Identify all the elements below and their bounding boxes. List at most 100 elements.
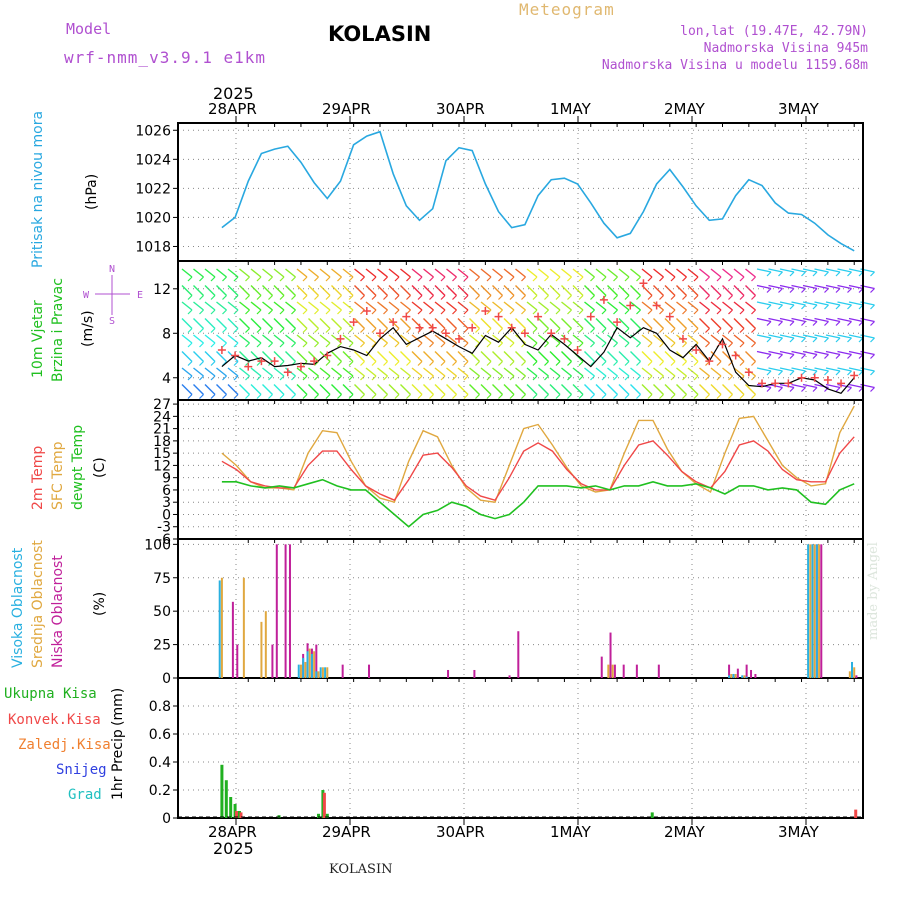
wind-barb-flag <box>348 295 354 300</box>
panel-precipitation: 0 0.2 0.4 0.6 0.8 <box>149 677 864 827</box>
wind-barb-flag <box>291 328 296 333</box>
cloud-bar <box>613 664 616 678</box>
wind-barb-flag <box>486 309 492 315</box>
wind-barb-flag <box>498 342 503 348</box>
wind-barb-flag <box>222 394 227 399</box>
wind-barb <box>515 318 526 329</box>
cloud-bar <box>271 644 274 678</box>
wind-barb <box>722 268 733 278</box>
wind-gust-marker <box>507 323 516 332</box>
wind-barb <box>515 301 526 311</box>
cloud-bar <box>368 664 371 678</box>
wind-barb <box>331 367 342 377</box>
wind-barb-flag <box>187 342 193 348</box>
wind-gust-marker <box>599 295 608 304</box>
wind-barb <box>641 351 653 362</box>
wind-barb-flag <box>383 328 388 333</box>
model-label: Model <box>66 20 112 38</box>
bottom-day-label: 30APR <box>436 823 485 841</box>
wind-barb <box>687 285 699 296</box>
wind-barb <box>411 318 423 329</box>
wind-barb-flag <box>394 328 400 333</box>
wind-barb <box>377 334 388 344</box>
wind-barb-flag <box>222 375 227 381</box>
cloud-bar <box>635 664 638 678</box>
wind-barb-flag <box>417 309 423 315</box>
wind-barb-flag <box>835 387 841 392</box>
wind-barb <box>227 301 239 311</box>
wind-barb-flag <box>475 276 480 282</box>
wind-barb-flag <box>187 328 193 333</box>
wind-barb <box>446 384 457 395</box>
wind-barb-flag <box>291 276 296 282</box>
panel-frame <box>177 538 864 679</box>
wind-gust-marker <box>231 351 240 360</box>
wind-barb <box>181 351 193 362</box>
y-tick-label: 100 <box>144 537 171 553</box>
wind-barb <box>446 334 457 344</box>
wind-barb <box>400 351 411 362</box>
wind-barb-flag <box>567 309 572 315</box>
wind-barb-flag <box>521 309 526 315</box>
wind-barb <box>342 301 354 311</box>
wind-barb <box>239 367 250 377</box>
wind-barb-flag <box>463 309 469 315</box>
wind-barb <box>779 350 795 356</box>
wind-barb <box>664 318 676 329</box>
wind-barb <box>722 285 733 296</box>
wind-barb <box>423 367 434 377</box>
wind-barb-flag <box>613 276 618 282</box>
wind-barb-flag <box>693 361 699 366</box>
wind-barb <box>377 268 388 278</box>
wind-barb-flag <box>222 276 227 282</box>
wind-barb-flag <box>613 361 618 366</box>
cloud-bar <box>734 673 737 678</box>
wind-barb <box>434 268 446 278</box>
wind-barb <box>423 268 434 278</box>
wind-barb-flag <box>314 361 319 366</box>
wind-barb <box>308 351 319 362</box>
wind-barb-flag <box>440 394 446 399</box>
wind-barb <box>216 285 227 296</box>
wind-barb <box>607 285 618 296</box>
cloud-bar <box>754 673 757 678</box>
wind-barb <box>618 384 630 395</box>
top-day-label: 30APR <box>436 100 485 118</box>
wind-barb-flag <box>555 394 561 399</box>
wind-barb <box>388 367 400 377</box>
precip-legend-conv: Konvek.Kisa <box>8 712 101 728</box>
wind-barb <box>239 334 250 344</box>
wind-barb-flag <box>578 309 584 315</box>
wind-barb <box>756 284 772 290</box>
wind-barb <box>802 367 818 372</box>
y-tick-label: 1020 <box>135 210 171 226</box>
wind-barb-flag <box>636 394 641 399</box>
wind-barb-flag <box>199 276 204 282</box>
wind-barb <box>848 334 864 339</box>
wind-barb-flag <box>348 375 354 381</box>
wind-barb-flag <box>383 361 388 366</box>
wind-barb-flag <box>624 276 630 282</box>
precip-legend-snow: Snijeg <box>56 762 107 778</box>
cloud-bar <box>657 664 660 678</box>
cloud-bar <box>306 651 309 678</box>
wind-barb-flag <box>601 342 607 348</box>
wind-barb-flag <box>360 361 365 366</box>
wind-barb <box>825 383 841 389</box>
wind-barb-flag <box>325 328 331 333</box>
wind-barb-flag <box>429 375 434 381</box>
bottom-day-label: 28APR <box>208 823 257 841</box>
wind-barb <box>526 351 538 362</box>
wind-barb-flag <box>452 295 457 300</box>
wind-barb <box>285 351 296 362</box>
wind-barb-flag <box>371 394 377 399</box>
wind-barb <box>423 351 434 362</box>
wind-barb <box>664 384 676 395</box>
wind-barb <box>699 268 710 278</box>
cloud-bar <box>607 664 610 678</box>
wind-barb <box>250 285 262 296</box>
wind-barb <box>595 268 607 278</box>
wind-barb-flag <box>601 394 607 399</box>
wind-barb-flag <box>498 375 503 381</box>
wind-barb-flag <box>693 375 699 381</box>
